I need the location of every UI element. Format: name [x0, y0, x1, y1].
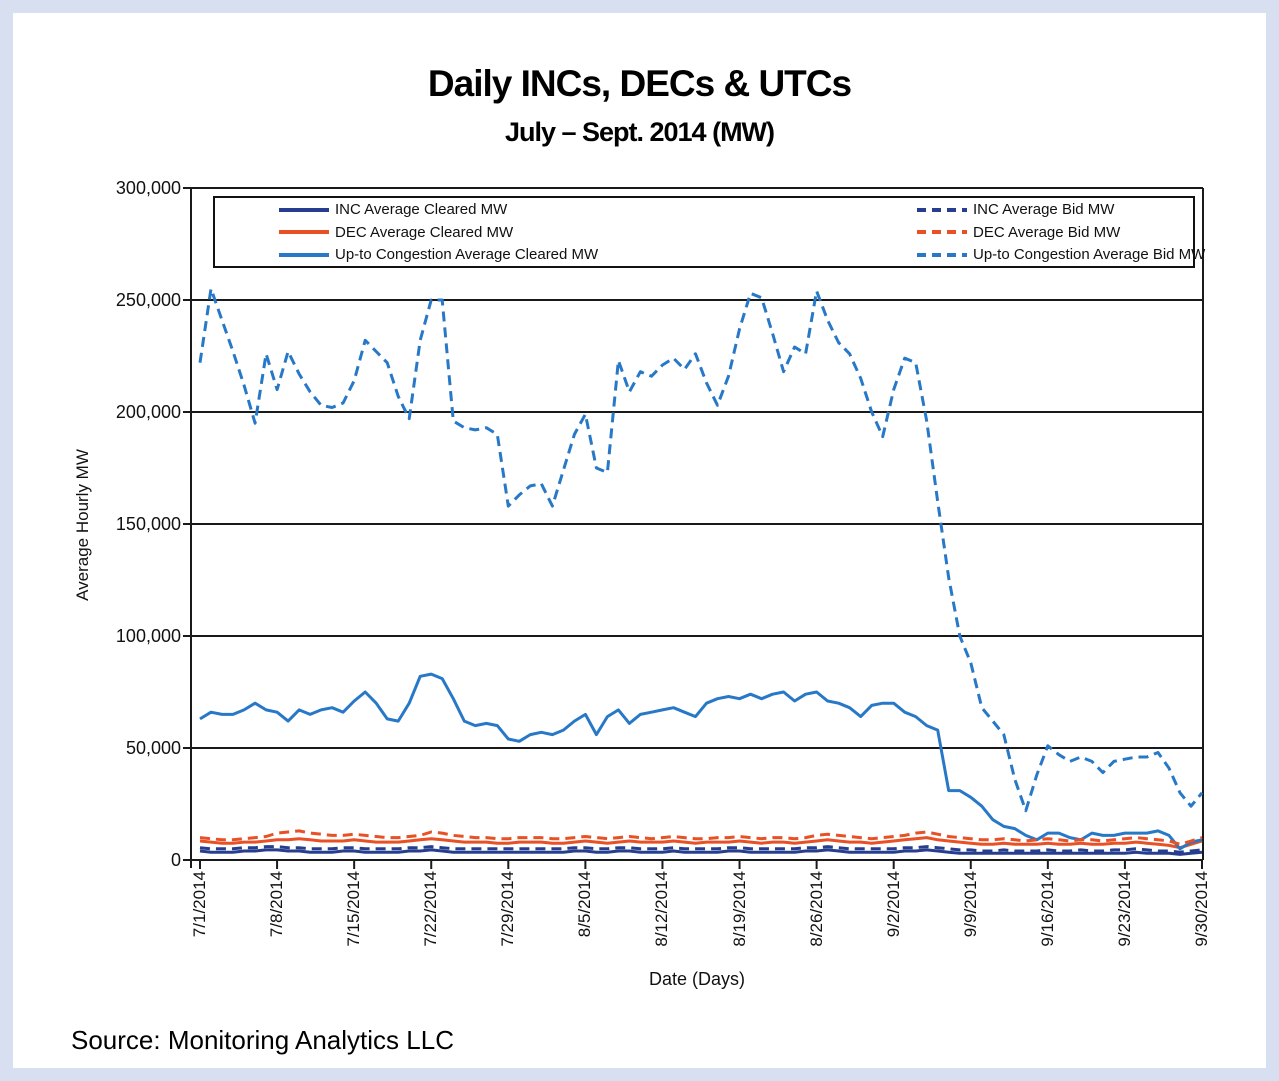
x-tick-label: 7/15/2014 [344, 871, 364, 947]
x-tick-label: 9/2/2014 [883, 871, 903, 938]
x-tick-label: 7/1/2014 [190, 871, 209, 938]
legend-label-inc_cleared: INC Average Cleared MW [335, 201, 508, 218]
x-tick-label: 9/23/2014 [1114, 871, 1134, 947]
legend-label-dec_bid: DEC Average Bid MW [973, 223, 1121, 241]
legend-box: INC Average Cleared MW INC Average Bid MW… [213, 196, 1205, 268]
y-tick-label: 300,000 [115, 178, 181, 198]
chart-subtitle: July – Sept. 2014 (MW) [504, 117, 775, 147]
series-line-inc_cleared [199, 848, 1203, 856]
y-tick-label: 0 [170, 850, 181, 870]
legend-swatch-dec_bid-dashed-line [917, 230, 967, 234]
x-tick-label: 9/30/2014 [1192, 871, 1211, 947]
x-tick-label: 7/29/2014 [498, 871, 518, 947]
legend-swatch-inc_cleared-solid-line [279, 207, 329, 212]
legend-swatch-dec_cleared-solid-line [279, 230, 329, 234]
legend-item-utc_bid: Up-to Congestion Average Bid MW [917, 244, 1205, 266]
legend-item-dec_bid: DEC Average Bid MW [917, 221, 1205, 243]
x-tick-label: 8/26/2014 [806, 871, 826, 947]
y-tick-label: 50,000 [125, 738, 181, 758]
x-tick-label: 7/8/2014 [267, 871, 287, 938]
legend-label-inc_bid: INC Average Bid MW [973, 201, 1115, 218]
y-tick-label: 200,000 [115, 402, 181, 422]
y-tick-label: 100,000 [115, 626, 181, 646]
legend-swatch-utc_bid-dashed-line [917, 252, 967, 257]
x-tick-label: 8/19/2014 [729, 871, 749, 947]
x-tick-label: 7/22/2014 [421, 871, 441, 947]
legend-item-inc_bid: INC Average Bid MW [917, 199, 1205, 221]
x-tick-label: 9/16/2014 [1037, 871, 1057, 947]
legend-label-utc_bid: Up-to Congestion Average Bid MW [973, 246, 1206, 263]
x-tick-label: 8/12/2014 [652, 871, 672, 947]
series-line-utc_bid [198, 287, 1204, 813]
series-line-inc_bid [199, 845, 1203, 854]
chart-plot-area [183, 187, 1204, 869]
legend-swatch-utc_cleared-solid-line [279, 252, 329, 257]
x-axis-title: Date (Days) [648, 969, 746, 989]
x-tick-label: 9/9/2014 [960, 871, 980, 938]
legend-item-inc_cleared: INC Average Cleared MW [215, 199, 917, 221]
series-line-dec_cleared [199, 836, 1203, 850]
legend-item-utc_cleared: Up-to Congestion Average Cleared MW [215, 244, 917, 266]
legend-item-dec_cleared: DEC Average Cleared MW [215, 221, 917, 243]
series-line-utc_cleared [199, 672, 1203, 851]
x-tick-label: 8/5/2014 [575, 871, 595, 938]
legend-swatch-inc_bid-dashed-line [917, 207, 967, 212]
source-text: Source: Monitoring Analytics LLC [71, 1025, 454, 1055]
legend-label-utc_cleared: Up-to Congestion Average Cleared MW [335, 246, 599, 263]
chart-title: Daily INCs, DECs & UTCs [427, 63, 852, 104]
y-tick-label: 250,000 [115, 290, 181, 310]
legend-label-dec_cleared: DEC Average Cleared MW [335, 223, 514, 241]
series-line-dec_bid [199, 829, 1203, 846]
y-tick-label: 150,000 [115, 514, 181, 534]
